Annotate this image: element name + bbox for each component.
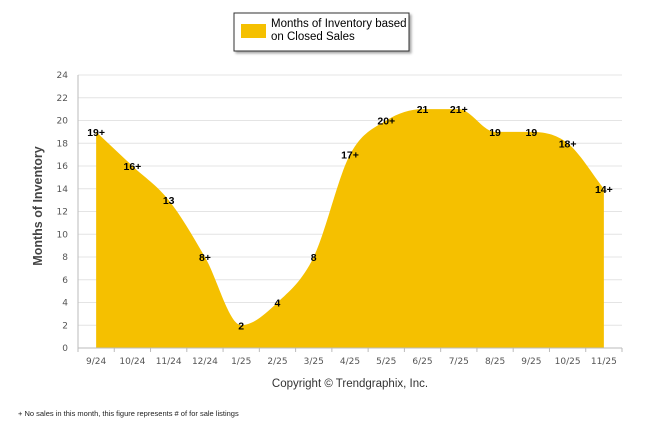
data-label: 14+ bbox=[595, 184, 613, 196]
data-label: 17+ bbox=[341, 150, 359, 162]
y-tick-label: 6 bbox=[62, 276, 68, 286]
data-label: 21 bbox=[417, 104, 429, 116]
y-tick-label: 4 bbox=[62, 299, 68, 309]
x-tick-label: 11/24 bbox=[156, 357, 182, 367]
x-tick-label: 1/25 bbox=[231, 357, 251, 367]
data-label: 19 bbox=[525, 127, 537, 139]
legend-label-line-1: Months of Inventory based bbox=[271, 18, 407, 30]
data-label: 18+ bbox=[559, 138, 577, 150]
y-tick-label: 20 bbox=[57, 117, 69, 127]
legend-label: Months of Inventory based on Closed Sale… bbox=[271, 18, 410, 43]
x-tick-label: 3/25 bbox=[304, 357, 324, 367]
x-axis-ticks: 9/24 10/24 11/24 12/24 1/25 2/25 3/25 4/25 5/25 6… bbox=[77, 348, 623, 367]
data-labels: 19+ 16+ 13 8+ 2 4 8 17+ 20+ 21 21+ 19 19 18+ 14+ bbox=[87, 104, 613, 332]
y-tick-label: 16 bbox=[57, 162, 69, 172]
data-label: 8 bbox=[311, 252, 317, 264]
x-tick-label: 11/25 bbox=[591, 357, 617, 367]
y-tick-label: 24 bbox=[57, 71, 69, 81]
x-tick-label: 2/25 bbox=[267, 357, 287, 367]
y-tick-label: 2 bbox=[62, 321, 68, 331]
x-tick-label: 9/25 bbox=[521, 357, 541, 367]
data-label: 16+ bbox=[123, 161, 141, 173]
x-tick-label: 10/25 bbox=[555, 357, 581, 367]
y-tick-label: 0 bbox=[62, 344, 68, 354]
data-label: 21+ bbox=[450, 104, 468, 116]
x-tick-label: 8/25 bbox=[485, 357, 505, 367]
x-tick-label: 7/25 bbox=[449, 357, 469, 367]
y-tick-label: 8 bbox=[62, 253, 68, 263]
legend-label-line-2: on Closed Sales bbox=[271, 31, 355, 43]
series-area bbox=[96, 109, 604, 348]
footnote: + No sales in this month, this figure re… bbox=[18, 409, 239, 418]
y-axis-title: Months of Inventory bbox=[31, 146, 45, 265]
legend-swatch bbox=[241, 24, 266, 38]
x-tick-label: 9/24 bbox=[86, 357, 106, 367]
x-tick-label: 12/24 bbox=[192, 357, 218, 367]
axes bbox=[77, 75, 622, 349]
data-label: 20+ bbox=[377, 116, 395, 128]
data-label: 19 bbox=[489, 127, 501, 139]
x-tick-label: 6/25 bbox=[412, 357, 432, 367]
x-tick-label: 5/25 bbox=[376, 357, 396, 367]
y-tick-label: 10 bbox=[57, 230, 69, 240]
data-label: 13 bbox=[163, 195, 175, 207]
data-label: 8+ bbox=[199, 252, 211, 264]
data-label: 4 bbox=[275, 298, 281, 310]
copyright-credit: Copyright © Trendgraphix, Inc. bbox=[272, 378, 428, 390]
legend: Months of Inventory based on Closed Sale… bbox=[233, 12, 410, 52]
y-tick-label: 22 bbox=[57, 94, 68, 104]
x-tick-label: 10/24 bbox=[119, 357, 145, 367]
y-tick-label: 12 bbox=[57, 208, 68, 218]
y-tick-label: 14 bbox=[57, 185, 69, 195]
data-label: 2 bbox=[238, 320, 244, 332]
x-tick-label: 4/25 bbox=[340, 357, 360, 367]
y-tick-label: 18 bbox=[57, 139, 69, 149]
data-label: 19+ bbox=[87, 127, 105, 139]
inventory-area bbox=[96, 109, 604, 348]
